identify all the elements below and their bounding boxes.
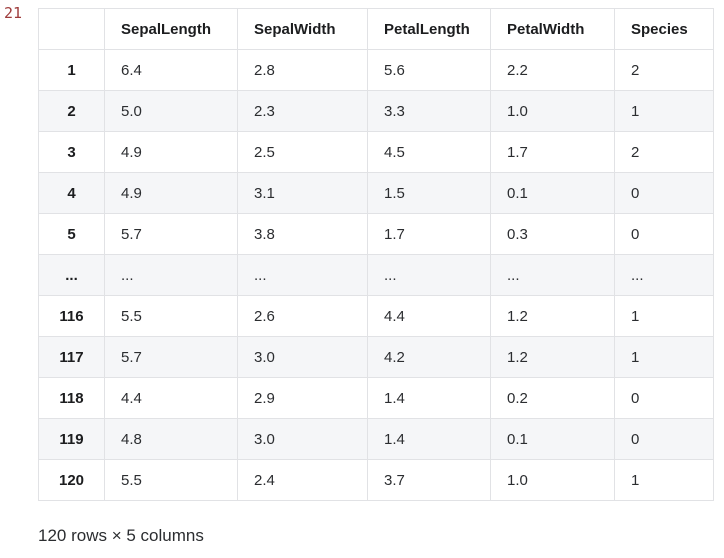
table-cell: 5.0: [104, 90, 238, 132]
table-cell: 4.9: [104, 131, 238, 173]
table-cell: 1: [614, 336, 714, 378]
table-cell: ...: [237, 254, 368, 296]
table-cell: 2: [614, 131, 714, 173]
row-index: 3: [38, 131, 105, 173]
table-cell: 2: [614, 49, 714, 91]
index-column-header: [38, 8, 105, 50]
row-index: 116: [38, 295, 105, 337]
table-cell: 1.4: [367, 377, 491, 419]
table-cell: 1.0: [490, 90, 615, 132]
table-cell: 5.7: [104, 213, 238, 255]
table-cell: 4.4: [367, 295, 491, 337]
row-index: 119: [38, 418, 105, 460]
table-cell: 0: [614, 377, 714, 419]
execution-count: 21: [4, 4, 23, 22]
table-row: 120 5.5 2.4 3.7 1.0 1: [38, 459, 714, 501]
table-row: 119 4.8 3.0 1.4 0.1 0: [38, 418, 714, 460]
table-cell: 0.3: [490, 213, 615, 255]
table-cell: 1.4: [367, 418, 491, 460]
table-cell: 2.4: [237, 459, 368, 501]
table-cell: 1: [614, 459, 714, 501]
table-cell: 3.8: [237, 213, 368, 255]
table-cell: 0.1: [490, 418, 615, 460]
column-header-sepalwidth: SepalWidth: [237, 8, 368, 50]
table-cell: 0.1: [490, 172, 615, 214]
row-index: 5: [38, 213, 105, 255]
dataframe-shape-summary: 120 rows × 5 columns: [38, 526, 204, 545]
table-header: SepalLength SepalWidth PetalLength Petal…: [38, 8, 714, 50]
table-cell: 2.9: [237, 377, 368, 419]
table-row: 1 6.4 2.8 5.6 2.2 2: [38, 49, 714, 91]
table-row: 4 4.9 3.1 1.5 0.1 0: [38, 172, 714, 214]
table-row: 3 4.9 2.5 4.5 1.7 2: [38, 131, 714, 173]
table-cell: 4.5: [367, 131, 491, 173]
table-cell: 2.3: [237, 90, 368, 132]
column-header-petallength: PetalLength: [367, 8, 491, 50]
column-header-sepallength: SepalLength: [104, 8, 238, 50]
table-cell: 4.2: [367, 336, 491, 378]
table-row: ..................: [38, 254, 714, 296]
table-cell: 3.0: [237, 336, 368, 378]
table-cell: 5.6: [367, 49, 491, 91]
table-cell: 2.6: [237, 295, 368, 337]
table-cell: 2.8: [237, 49, 368, 91]
dataframe-output: SepalLength SepalWidth PetalLength Petal…: [38, 8, 714, 501]
table-cell: 3.1: [237, 172, 368, 214]
table-cell: 1.2: [490, 336, 615, 378]
row-index: 2: [38, 90, 105, 132]
table-cell: ...: [367, 254, 491, 296]
column-header-species: Species: [614, 8, 714, 50]
table-row: 117 5.7 3.0 4.2 1.2 1: [38, 336, 714, 378]
table-cell: 6.4: [104, 49, 238, 91]
table-body: 1 6.4 2.8 5.6 2.2 2 2 5.0 2.3 3.3 1.0 1 3 4.9 2.5 4.5 1.…: [38, 49, 714, 501]
table-cell: 1.5: [367, 172, 491, 214]
row-index: 4: [38, 172, 105, 214]
table-cell: 1.7: [367, 213, 491, 255]
table-row: 118 4.4 2.9 1.4 0.2 0: [38, 377, 714, 419]
table-cell: 5.5: [104, 295, 238, 337]
table-cell: 4.8: [104, 418, 238, 460]
table-row: 2 5.0 2.3 3.3 1.0 1: [38, 90, 714, 132]
dataframe-table: SepalLength SepalWidth PetalLength Petal…: [38, 8, 714, 501]
row-index: 118: [38, 377, 105, 419]
table-cell: 5.5: [104, 459, 238, 501]
header-row: SepalLength SepalWidth PetalLength Petal…: [38, 8, 714, 50]
table-cell: 0: [614, 213, 714, 255]
table-cell: 5.7: [104, 336, 238, 378]
row-index: 120: [38, 459, 105, 501]
table-row: 5 5.7 3.8 1.7 0.3 0: [38, 213, 714, 255]
row-index: ...: [38, 254, 105, 296]
table-cell: 1.0: [490, 459, 615, 501]
column-header-petalwidth: PetalWidth: [490, 8, 615, 50]
table-cell: 1.7: [490, 131, 615, 173]
table-cell: ...: [614, 254, 714, 296]
table-cell: 4.4: [104, 377, 238, 419]
table-cell: 1: [614, 295, 714, 337]
table-cell: 3.7: [367, 459, 491, 501]
table-cell: ...: [104, 254, 238, 296]
table-cell: ...: [490, 254, 615, 296]
table-row: 116 5.5 2.6 4.4 1.2 1: [38, 295, 714, 337]
table-cell: 3.3: [367, 90, 491, 132]
table-cell: 0: [614, 418, 714, 460]
table-cell: 4.9: [104, 172, 238, 214]
table-cell: 0: [614, 172, 714, 214]
row-index: 1: [38, 49, 105, 91]
table-cell: 1.2: [490, 295, 615, 337]
table-cell: 1: [614, 90, 714, 132]
row-index: 117: [38, 336, 105, 378]
table-cell: 0.2: [490, 377, 615, 419]
table-cell: 2.5: [237, 131, 368, 173]
table-cell: 3.0: [237, 418, 368, 460]
table-cell: 2.2: [490, 49, 615, 91]
